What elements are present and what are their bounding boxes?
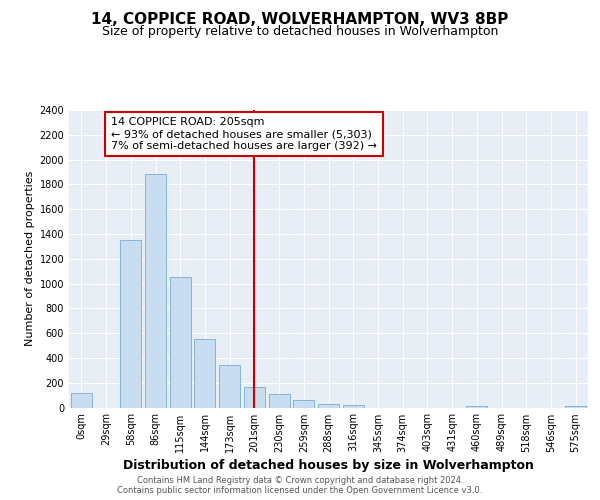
Bar (343, 405, 364, 407)
Bar (145, 174, 166, 408)
Bar (170, 278, 191, 407)
Bar (219, 366, 240, 408)
Text: 14 COPPICE ROAD: 205sqm
← 93% of detached houses are smaller (5,303)
7% of semi-: 14 COPPICE ROAD: 205sqm ← 93% of detache… (111, 118, 377, 150)
Y-axis label: Number of detached properties: Number of detached properties (25, 171, 35, 346)
Bar (71, 392, 92, 407)
Bar (466, 406, 487, 407)
Bar (318, 404, 339, 407)
Text: 14, COPPICE ROAD, WOLVERHAMPTON, WV3 8BP: 14, COPPICE ROAD, WOLVERHAMPTON, WV3 8BP (91, 12, 509, 28)
Bar (293, 400, 314, 407)
Bar (269, 394, 290, 407)
Bar (194, 340, 215, 407)
X-axis label: Distribution of detached houses by size in Wolverhampton: Distribution of detached houses by size … (123, 459, 534, 472)
Bar (244, 387, 265, 407)
Bar (120, 240, 141, 408)
Bar (565, 406, 586, 408)
Text: Size of property relative to detached houses in Wolverhampton: Size of property relative to detached ho… (102, 25, 498, 38)
Text: Contains HM Land Registry data © Crown copyright and database right 2024.
Contai: Contains HM Land Registry data © Crown c… (118, 476, 482, 495)
